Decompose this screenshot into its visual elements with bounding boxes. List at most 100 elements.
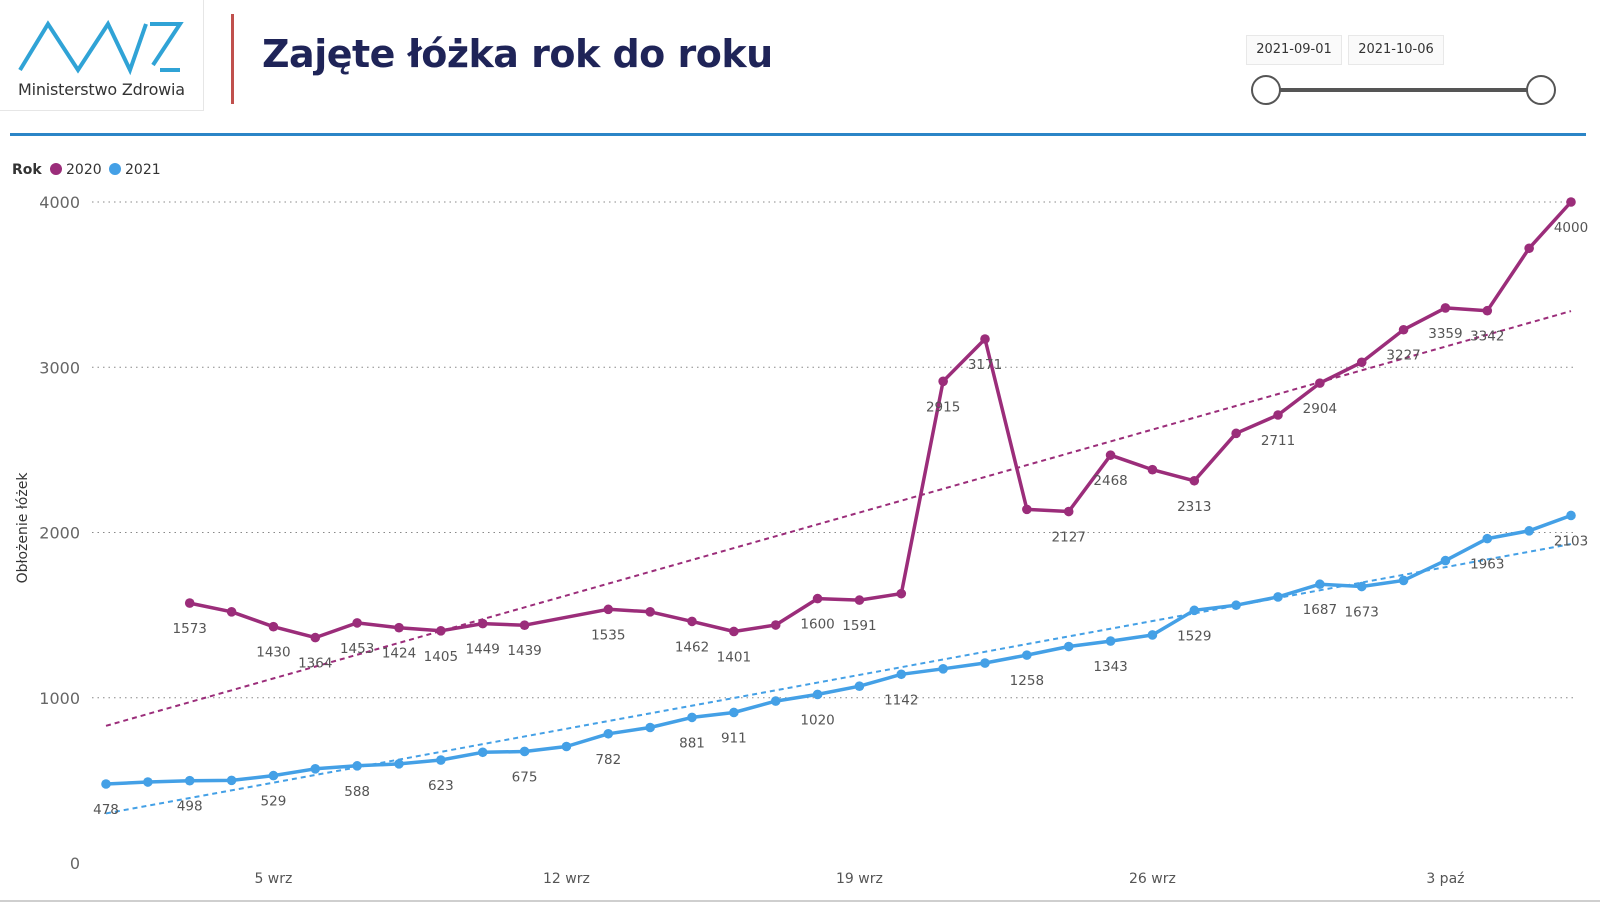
data-point [352,618,362,628]
data-point [310,632,321,643]
header-rule [10,133,1586,136]
slider-end-handle[interactable] [1526,75,1556,105]
bottom-border [0,900,1600,902]
data-label: 782 [595,752,621,768]
data-point [812,689,823,700]
y-axis-label: Obłożenie łóżek [15,472,31,584]
data-label: 1364 [298,656,332,672]
data-point [1189,605,1200,616]
data-point [603,728,614,739]
data-label: 881 [679,735,705,751]
data-point [436,755,446,765]
data-label: 588 [344,784,370,800]
data-label: 2711 [1261,433,1295,449]
x-tick-label: 26 wrz [1129,871,1176,887]
data-point [1482,305,1493,316]
data-label: 1600 [800,617,834,633]
page-title: Zajęte łóżka rok do roku [262,32,773,76]
data-label: 1258 [1010,673,1044,689]
data-point [561,741,572,752]
data-point [938,664,948,674]
data-point [980,658,990,668]
title-divider [231,14,234,104]
data-point [896,588,907,599]
data-point [519,746,530,757]
legend-marker [50,163,62,175]
legend-label: 2020 [66,162,102,178]
data-point [1315,378,1325,388]
data-point [1356,357,1367,368]
data-label: 3359 [1428,326,1462,342]
data-point [1566,197,1576,207]
y-tick-label: 0 [70,854,80,873]
data-point [854,681,865,691]
trend-line [105,310,1572,727]
data-point [184,775,195,786]
y-tick-label: 4000 [39,193,80,212]
data-point [770,620,781,630]
data-label: 675 [512,769,538,785]
data-point [1566,510,1576,521]
data-label: 2103 [1554,533,1588,549]
data-point [143,777,153,787]
data-point [1524,526,1534,536]
data-point [770,696,781,706]
data-label: 1453 [340,641,374,657]
date-end-field[interactable]: 2021-10-06 [1348,35,1444,65]
data-label: 1430 [256,645,290,661]
data-point [687,712,697,723]
data-point [1398,575,1409,586]
data-point [352,761,362,771]
data-point [477,747,488,758]
data-label: 3342 [1470,329,1504,345]
data-point [1189,475,1200,486]
data-point [1063,641,1074,652]
data-point [226,607,237,617]
data-point [1231,600,1241,611]
data-label: 1591 [842,618,876,634]
data-point [268,770,279,781]
data-point [729,626,739,637]
legend-marker [109,163,121,175]
data-label: 529 [261,794,287,810]
data-point [854,595,865,605]
data-point [1147,464,1158,475]
data-point [519,620,530,631]
data-point [687,616,697,627]
data-label: 623 [428,778,454,794]
data-point [1440,555,1451,566]
data-point [1105,636,1116,646]
date-start-field[interactable]: 2021-09-01 [1246,35,1342,65]
data-point [1524,243,1534,254]
x-tick-label: 19 wrz [836,871,883,887]
x-tick-label: 3 paź [1426,871,1464,887]
data-point [1063,506,1074,517]
x-tick-label: 5 wrz [254,871,292,887]
legend-title: Rok [12,162,42,178]
data-point [477,618,488,629]
data-point [1022,650,1032,660]
data-label: 1573 [173,621,207,637]
data-label: 2313 [1177,499,1211,515]
data-point [1482,533,1493,544]
data-label: 1687 [1303,602,1337,618]
data-label: 1963 [1470,557,1504,573]
data-label: 1343 [1093,659,1127,675]
ministry-logo-icon [18,19,184,76]
slider-start-handle[interactable] [1251,75,1281,105]
data-point [980,334,990,344]
data-label: 1401 [717,649,751,665]
data-point [310,764,321,774]
data-point [394,622,404,633]
data-label: 1462 [675,639,709,655]
data-label: 1535 [591,627,625,643]
data-label: 1405 [424,649,458,665]
data-label: 498 [177,799,203,815]
data-label: 1424 [382,646,416,662]
data-point [1231,428,1241,439]
series-line [105,513,1572,786]
data-label: 1673 [1345,605,1379,621]
data-point [645,722,655,733]
date-range-slider-track[interactable] [1266,88,1540,92]
data-label: 2904 [1303,401,1337,417]
